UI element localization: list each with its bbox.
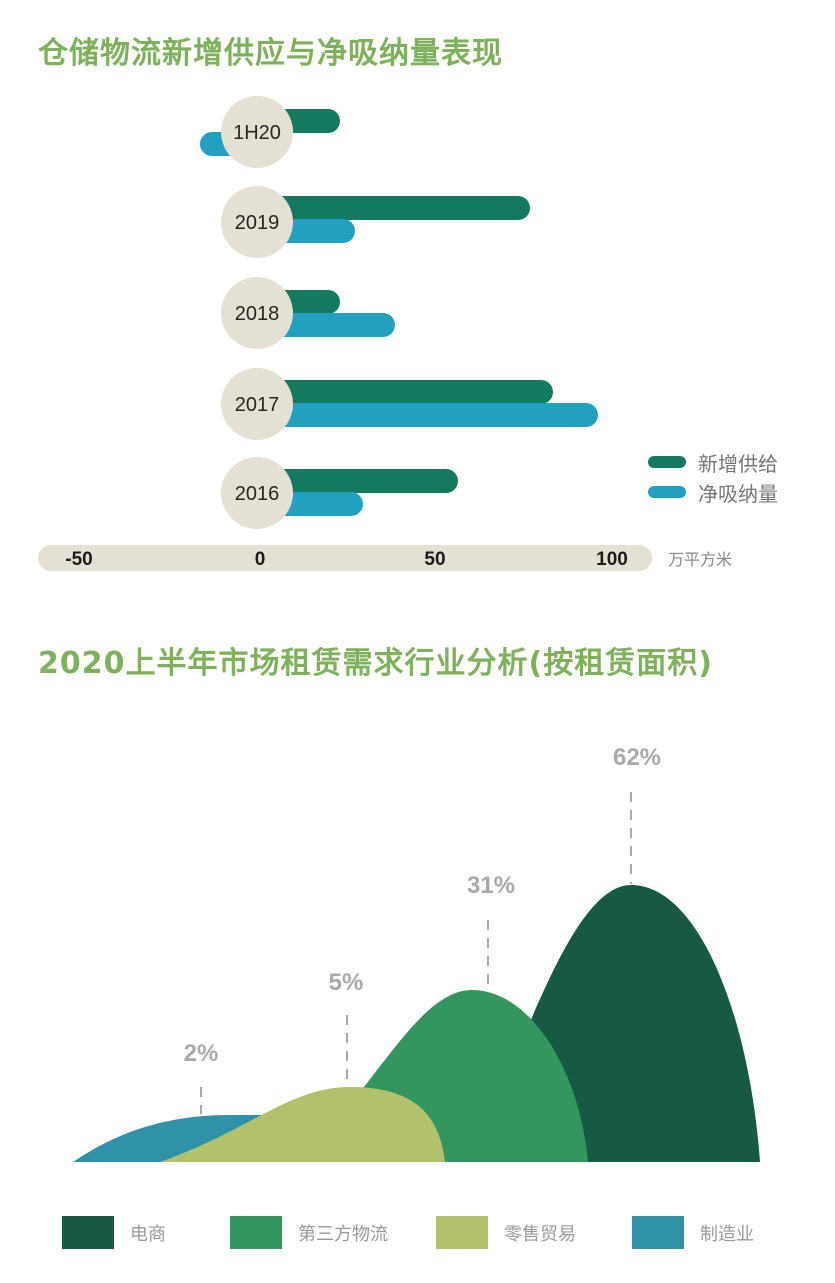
bar-group-2016	[221, 457, 458, 529]
x-axis-unit: 万平方米	[668, 550, 733, 569]
x-tick: 50	[424, 549, 445, 570]
bar-group-2018	[221, 277, 395, 349]
legend-swatch-manufacturing	[632, 1216, 684, 1249]
legend-swatch-absorption	[648, 486, 686, 498]
legend-label: 净吸纳量	[698, 481, 778, 506]
year-circle-1h20	[221, 96, 293, 168]
x-axis-bar	[38, 545, 652, 571]
bar-group-1h20	[200, 96, 340, 168]
bar-supply-2017	[250, 380, 553, 404]
category-label: 2017	[235, 394, 280, 416]
value-label-3pl: 31%	[467, 872, 515, 899]
chart2-legend: 电商 第三方物流 零售贸易 制造业	[62, 1216, 754, 1249]
legend-label: 零售贸易	[504, 1223, 576, 1245]
bar-supply-2019	[250, 196, 530, 220]
baseline	[60, 1162, 780, 1165]
legend-swatch-supply	[648, 456, 686, 468]
category-label: 2019	[235, 212, 280, 234]
category-label: 2018	[235, 303, 280, 325]
bar-group-2017	[221, 368, 598, 440]
legend-swatch-ecommerce	[62, 1216, 114, 1249]
legend-item-absorption: 净吸纳量	[648, 477, 778, 507]
x-tick: 100	[596, 549, 628, 570]
x-tick: -50	[65, 549, 92, 570]
year-circle-2019	[221, 186, 293, 258]
legend-item-supply: 新增供给	[648, 447, 778, 477]
legend-item-ecommerce: 电商	[62, 1216, 230, 1249]
legend-swatch-retail	[436, 1216, 488, 1249]
chart1-title: 仓储物流新增供应与净吸纳量表现	[38, 36, 503, 71]
legend-swatch-3pl	[230, 1216, 282, 1249]
legend-label: 新增供给	[698, 451, 778, 476]
legend-label: 电商	[130, 1223, 166, 1245]
year-circle-2018	[221, 277, 293, 349]
year-circle-2017	[221, 368, 293, 440]
chart2-title: 2020上半年市场租赁需求行业分析(按租赁面积)	[38, 646, 713, 681]
legend-item-manufacturing: 制造业	[632, 1216, 754, 1249]
legend-label: 制造业	[700, 1223, 754, 1245]
value-label-manufacturing: 2%	[184, 1040, 219, 1067]
legend-item-retail: 零售贸易	[436, 1216, 632, 1249]
x-tick: 0	[255, 549, 266, 570]
chart1-legend: 新增供给 净吸纳量	[648, 447, 778, 507]
legend-label: 第三方物流	[298, 1223, 388, 1245]
bar-absorption-2017	[250, 403, 598, 427]
value-label-ecommerce: 62%	[613, 744, 661, 771]
value-label-retail: 5%	[329, 969, 364, 996]
bar-group-2019	[221, 186, 530, 258]
area-retail	[160, 1087, 445, 1162]
category-label: 2016	[235, 483, 280, 505]
bar-supply-2016	[250, 469, 458, 493]
year-circle-2016	[221, 457, 293, 529]
legend-item-3pl: 第三方物流	[230, 1216, 436, 1249]
category-label: 1H20	[233, 122, 281, 144]
